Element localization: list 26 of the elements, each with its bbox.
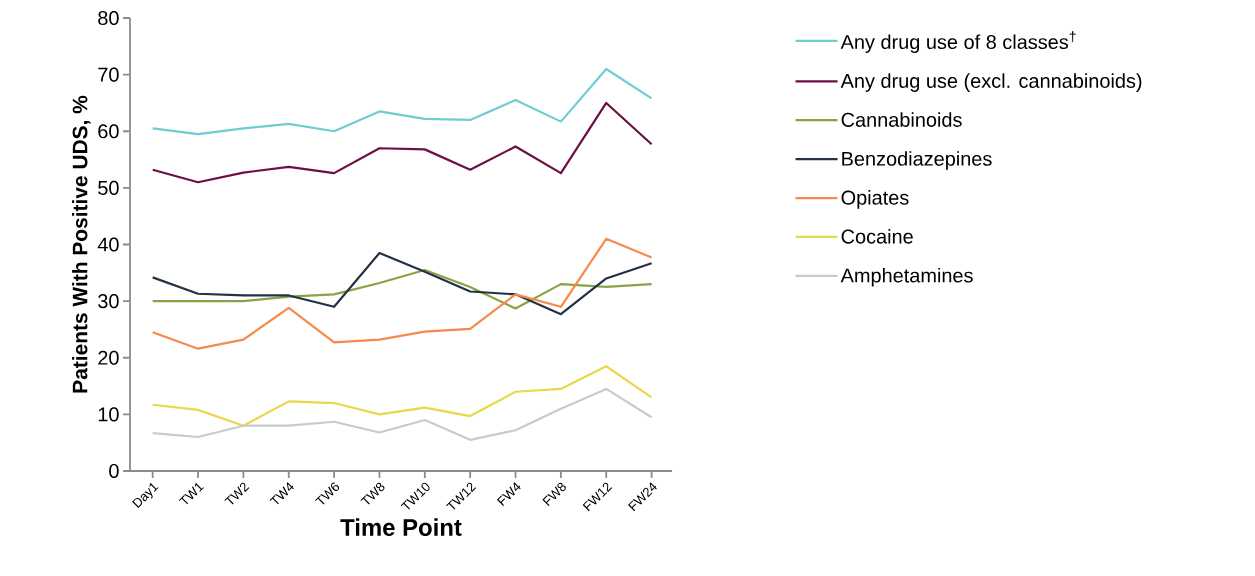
- legend-label: Opiates: [841, 190, 909, 209]
- x-tick-label: TW1: [178, 483, 204, 505]
- line-series: [151, 101, 653, 184]
- y-tick-label: 80: [98, 10, 119, 26]
- legend-label: Amphetamines: [840, 267, 973, 287]
- x-tick-label: TW4: [269, 482, 294, 505]
- x-axis-title: Time Point: [340, 518, 462, 536]
- y-tick-label: 10: [98, 407, 119, 422]
- line-series: [151, 237, 653, 350]
- line-series: [151, 251, 653, 316]
- y-tick-label: 20: [98, 350, 119, 365]
- y-tick-label: 30: [98, 294, 119, 309]
- y-tick-label: 50: [98, 180, 119, 195]
- legend-label: Benzodiazepines: [842, 151, 992, 170]
- y-tick-label: 40: [97, 237, 119, 252]
- line-series: [151, 365, 653, 427]
- line-series: [151, 67, 653, 136]
- y-tick-label: 0: [109, 463, 119, 479]
- legend-label: Cannabinoids: [841, 112, 962, 127]
- legend-label: Any drug use (excl. cannabinoids): [840, 73, 1142, 92]
- y-tick-label: 60: [98, 124, 119, 139]
- y-tick-label: 70: [98, 67, 119, 82]
- legend-label: Cocaine: [841, 229, 913, 244]
- line-series: [151, 387, 653, 441]
- y-axis-title: Patients With Positive UDS, %: [72, 95, 91, 393]
- legend-label: Any drug use of 8 classes$^{†}$: [840, 31, 1076, 53]
